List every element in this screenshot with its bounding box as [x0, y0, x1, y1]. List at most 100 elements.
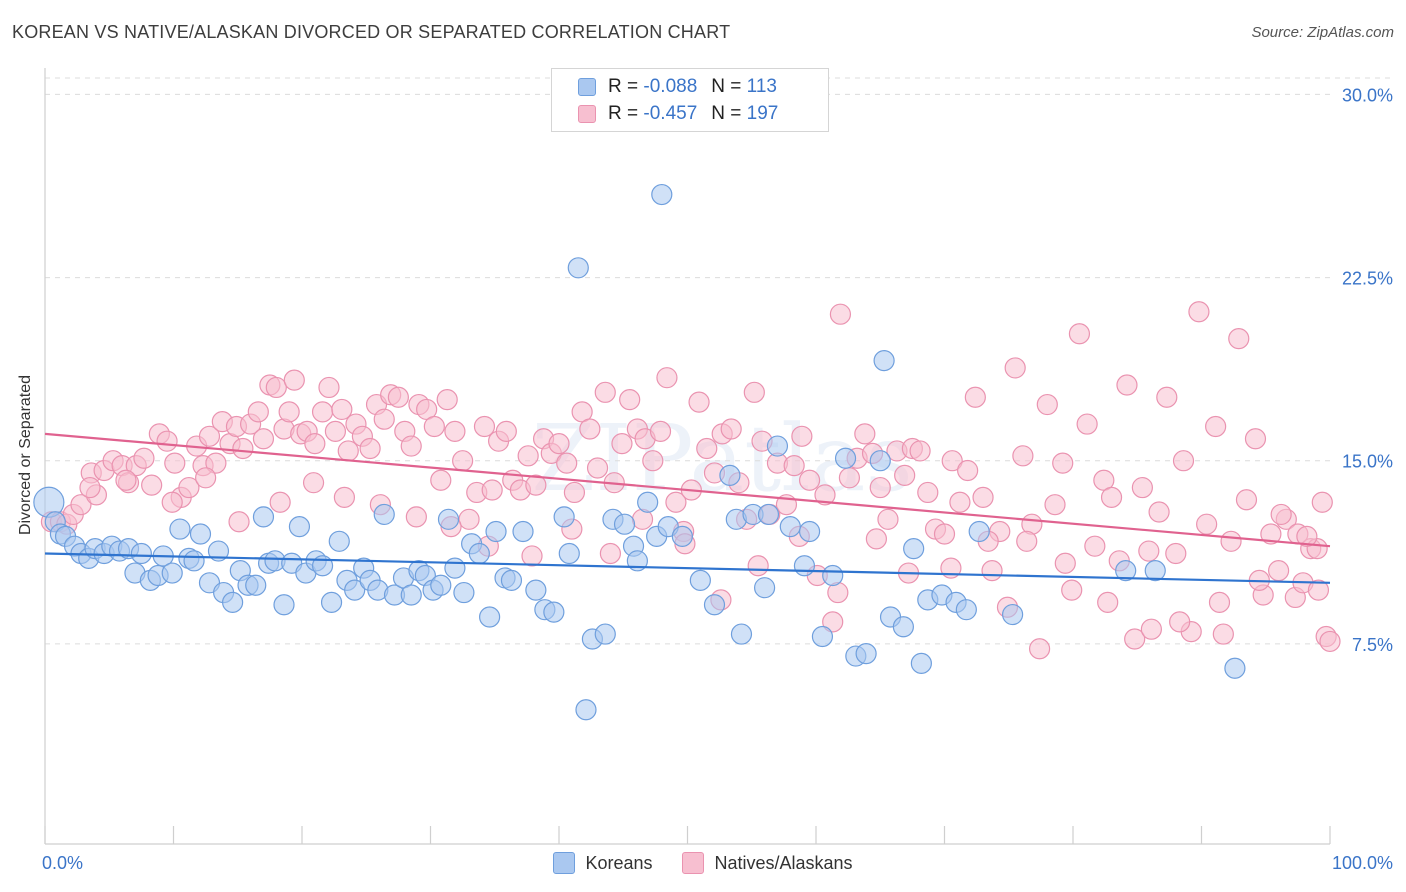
- native-point: [1116, 374, 1138, 396]
- native-point: [1140, 618, 1162, 640]
- n-label: N =: [711, 103, 742, 124]
- native-point: [1028, 638, 1051, 660]
- korean-point: [651, 183, 673, 206]
- native-point: [178, 476, 200, 499]
- korean-point: [320, 591, 343, 613]
- korean-point: [779, 516, 801, 538]
- native-point: [964, 386, 986, 408]
- native-point: [452, 450, 474, 472]
- korean-point: [613, 513, 636, 535]
- native-point: [302, 472, 325, 494]
- native-point: [1270, 503, 1292, 526]
- korean-point: [873, 349, 895, 372]
- native-point: [1196, 513, 1218, 535]
- n-value-natives: 197: [746, 103, 779, 124]
- korean-point: [430, 574, 452, 596]
- r-label: R =: [608, 103, 639, 124]
- koreans-swatch: [578, 78, 596, 96]
- korean-point: [855, 643, 877, 665]
- native-point: [838, 467, 861, 489]
- korean-point: [1002, 603, 1024, 626]
- stats-legend: R = -0.088 N = 113 R = -0.457 N = 197: [551, 68, 829, 132]
- korean-point: [245, 574, 267, 596]
- native-point: [1036, 393, 1058, 416]
- native-point: [1267, 559, 1290, 582]
- native-point: [579, 418, 601, 440]
- korean-point: [468, 542, 490, 565]
- korean-point: [903, 538, 925, 560]
- korean-point: [671, 525, 693, 548]
- y-tick-label: 30.0%: [1342, 85, 1393, 105]
- native-point: [1205, 415, 1227, 438]
- korean-point: [753, 577, 776, 599]
- legend-item-natives[interactable]: Natives/Alaskans: [682, 852, 853, 874]
- korean-point: [444, 557, 466, 579]
- native-point: [1307, 579, 1330, 601]
- native-point: [1076, 413, 1098, 435]
- native-point: [247, 401, 269, 423]
- native-point: [521, 545, 543, 567]
- natives-swatch: [578, 105, 596, 123]
- korean-point: [689, 569, 711, 591]
- native-point: [949, 491, 971, 513]
- native-point: [156, 430, 178, 452]
- native-point: [791, 425, 813, 447]
- legend-item-koreans[interactable]: Koreans: [553, 852, 652, 874]
- korean-point: [594, 623, 616, 645]
- native-point: [563, 481, 586, 504]
- korean-point: [567, 257, 589, 279]
- native-point: [1244, 428, 1267, 450]
- native-point: [972, 486, 994, 508]
- native-point: [1208, 591, 1231, 613]
- native-point: [423, 415, 445, 438]
- native-point: [656, 367, 678, 389]
- korean-point: [730, 623, 753, 645]
- native-point: [265, 376, 287, 399]
- native-point: [278, 401, 300, 423]
- korean-point: [189, 523, 212, 545]
- native-point: [1012, 445, 1034, 467]
- korean-point: [798, 520, 821, 543]
- native-point: [164, 452, 186, 474]
- native-point: [373, 408, 395, 430]
- native-point: [311, 401, 334, 423]
- native-point: [195, 467, 217, 489]
- native-point: [79, 476, 101, 499]
- korean-point: [485, 520, 507, 543]
- korean-point: [892, 616, 914, 638]
- native-point: [444, 420, 466, 443]
- source-credit: Source: ZipAtlas.com: [1251, 24, 1394, 41]
- series-legend: Koreans Natives/Alaskans: [0, 852, 1406, 874]
- native-point: [981, 559, 1003, 582]
- korean-point: [273, 594, 295, 616]
- native-point: [1124, 628, 1146, 650]
- korean-point: [1224, 657, 1246, 679]
- native-point: [1061, 579, 1083, 601]
- native-point: [1319, 630, 1341, 653]
- native-point: [1172, 450, 1195, 472]
- native-point: [1044, 494, 1066, 516]
- native-point: [894, 464, 916, 486]
- native-point: [1084, 535, 1106, 557]
- korean-point: [437, 508, 460, 530]
- native-point: [400, 435, 422, 457]
- native-point: [1296, 525, 1318, 548]
- korean-point: [637, 491, 659, 513]
- legend-label-natives: Natives/Alaskans: [714, 852, 853, 873]
- native-point: [865, 528, 887, 550]
- native-point: [1138, 540, 1160, 562]
- native-point: [941, 450, 963, 472]
- native-point: [333, 486, 356, 508]
- korean-point: [811, 625, 834, 648]
- native-point: [198, 425, 221, 447]
- native-point: [133, 447, 155, 469]
- native-point: [747, 555, 769, 577]
- korean-point: [793, 555, 816, 577]
- native-point: [877, 508, 899, 530]
- korean-point: [252, 506, 275, 528]
- korean-point: [553, 506, 575, 528]
- stats-row-natives: R = -0.457 N = 197: [578, 101, 778, 127]
- native-point: [1097, 591, 1119, 613]
- native-point: [599, 542, 622, 565]
- korean-point: [543, 601, 565, 623]
